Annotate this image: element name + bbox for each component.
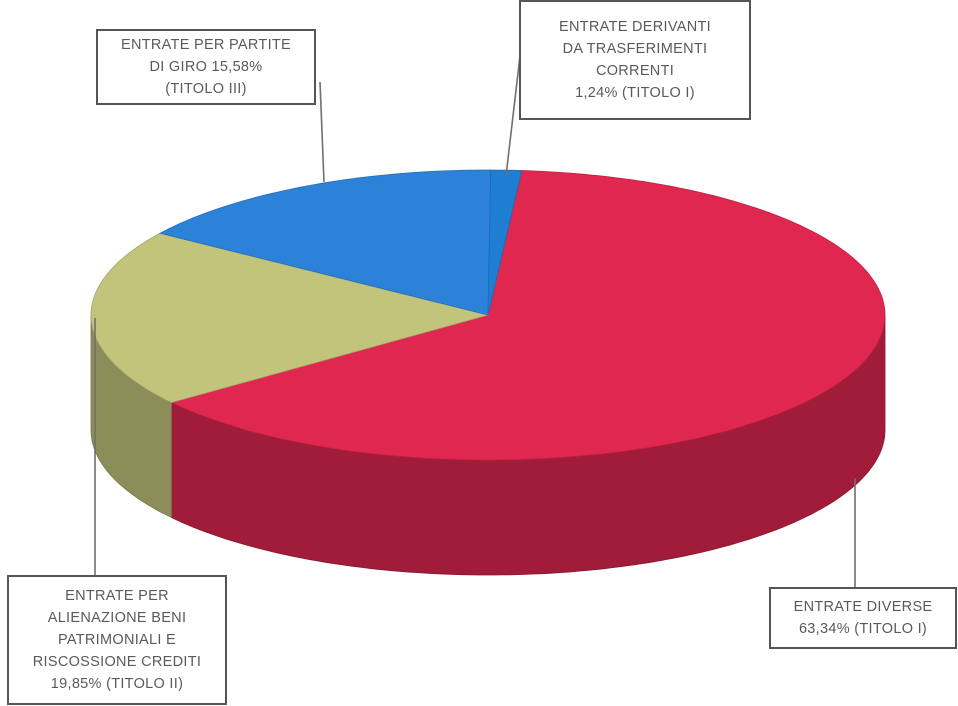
slice (158, 169, 492, 316)
label-text: ENTRATE DIVERSE (794, 599, 933, 615)
label-text: PATRIMONIALI E (58, 632, 176, 648)
label-text: 1,24% (TITOLO I) (575, 85, 695, 101)
slice-label: ENTRATE PER PARTITE DI GIRO 15,58% (TITOLO… (96, 29, 325, 183)
label-text: CORRENTI (596, 63, 674, 79)
label-text: RISCOSSIONE CREDITI (33, 654, 201, 670)
leader-line (505, 55, 521, 177)
label-text: DA TRASFERIMENTI (563, 41, 708, 57)
label-box (769, 587, 957, 649)
label-text: ENTRATE PER PARTITE (121, 37, 291, 53)
slice-label: ENTRATE DERIVANTI DA TRASFERIMENTI CORRENT… (505, 0, 751, 177)
slice-label: ENTRATE PER ALIENAZIONE BENI PATRIMONIALI … (7, 318, 227, 705)
label-text: ALIENAZIONE BENI (48, 610, 187, 626)
slice (90, 232, 490, 403)
pie-tops (90, 169, 886, 461)
label-box (7, 575, 227, 705)
label-text: 63,34% (TITOLO I) (799, 621, 927, 637)
label-text: ENTRATE PER (65, 588, 169, 604)
label-text: 19,85% (TITOLO II) (51, 676, 183, 692)
slice (170, 170, 886, 461)
label-text: ENTRATE DERIVANTI (559, 19, 711, 35)
leader-line (319, 81, 325, 183)
label-text: (TITOLO III) (165, 81, 246, 97)
label-text: DI GIRO 15,58% (150, 59, 263, 75)
label-box (96, 29, 316, 105)
label-box (519, 0, 751, 120)
slice-label: ENTRATE DIVERSE 63,34% (TITOLO I) (769, 478, 957, 649)
